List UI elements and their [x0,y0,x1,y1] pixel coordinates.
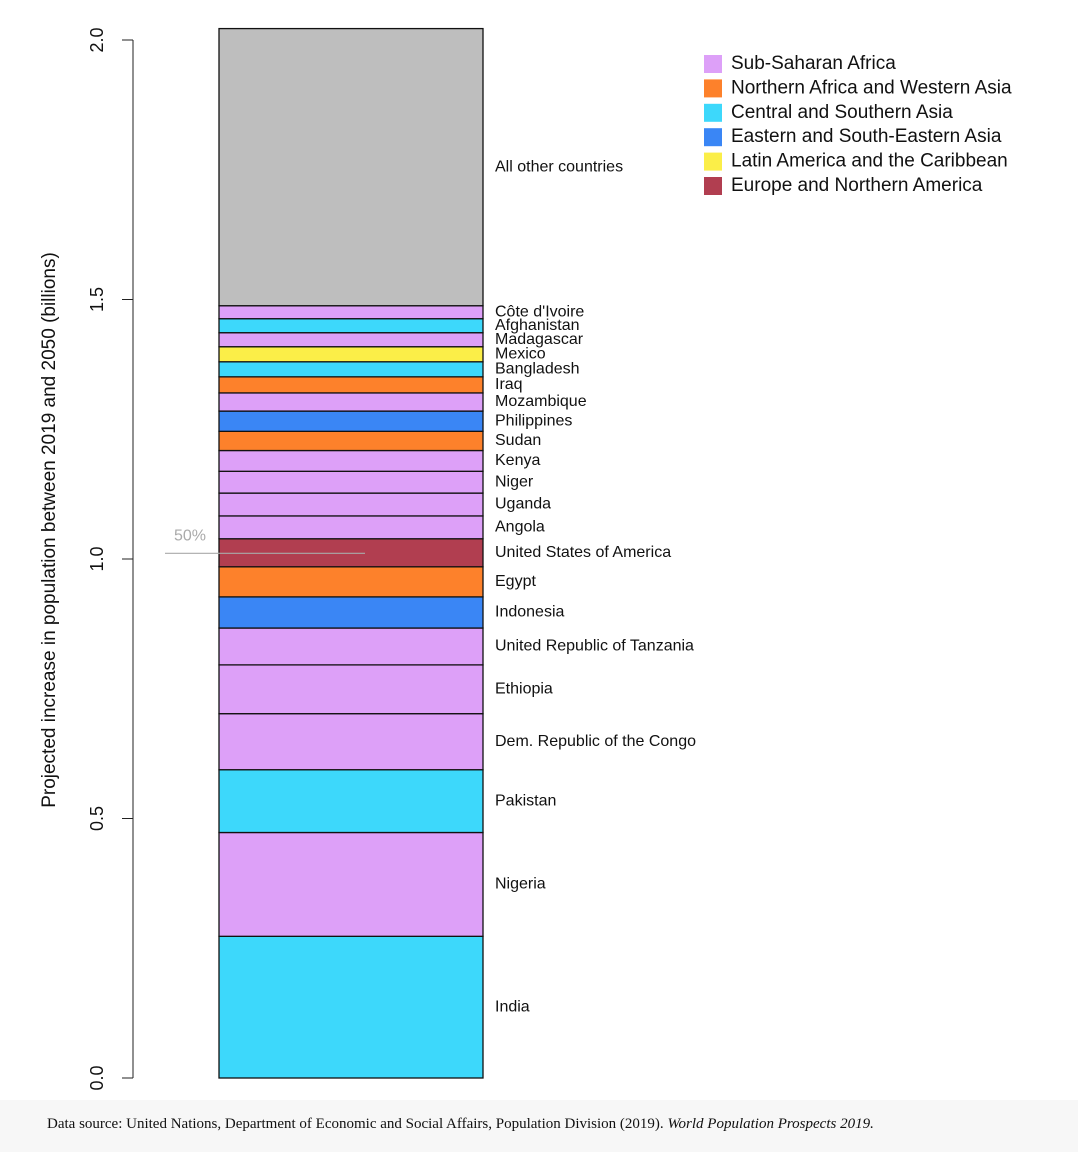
bar-segment [218,305,484,320]
bar-segment [218,935,484,1079]
legend-label: Sub-Saharan Africa [731,53,896,74]
y-tick-label: 0.0 [87,1065,107,1090]
segment-label: Nigeria [495,876,546,893]
bar-segment [218,361,484,378]
segment-label: Uganda [495,496,551,513]
reference-label: 50% [174,528,206,545]
bar-segment [218,664,484,715]
y-tick-label: 1.5 [87,287,107,312]
bar-segment [218,470,484,494]
source: Data source: United Nations, Department … [47,1116,874,1132]
legend-swatch [704,177,722,195]
bar-segment [218,627,484,666]
y-tick-label: 1.0 [87,546,107,571]
legend-swatch [704,79,722,98]
legend-swatch [704,103,722,122]
legend-swatch [704,55,722,73]
bar-segment [218,449,484,472]
segment-label: Philippines [495,412,572,429]
segment-label: All other countries [495,158,623,175]
bar-segment [218,492,484,517]
segment-label: United States of America [495,544,671,561]
bar-segment [218,769,484,834]
y-tick-label: 2.0 [87,27,107,52]
segment-label: Dem. Republic of the Congo [495,733,696,750]
segment-label: Iraq [495,376,523,393]
bar-segment [218,566,484,598]
bar-segment [218,332,484,348]
y-axis-label: Projected increase in population between… [39,252,60,808]
legend-label: Central and Southern Asia [731,102,953,123]
bar-segment [218,430,484,452]
segment-label: Mexico [495,345,546,362]
segment-label: United Republic of Tanzania [495,638,694,655]
legend-label: Latin America and the Caribbean [731,151,1008,172]
legend-swatch [704,152,722,171]
source-title: World Population Prospects 2019. [667,1116,873,1132]
legend-label: Eastern and South-Eastern Asia [731,126,1002,147]
bar-segment [218,831,484,937]
source-text: Data source: United Nations, Department … [47,1116,664,1132]
segment-label: Indonesia [495,604,564,621]
segment-label: Côte d'Ivoire [495,303,584,320]
legend-label: Europe and Northern America [731,175,983,196]
bar-segment [218,376,484,394]
bar-segment [218,346,484,363]
segment-label: Afghanistan [495,317,580,334]
bar-segment [218,318,484,334]
bar-segment [218,392,484,412]
bar-segment [218,596,484,629]
bar-segment [218,713,484,771]
segment-label: Ethiopia [495,680,553,697]
legend-label: Northern Africa and Western Asia [731,77,1012,98]
bar-segment [218,27,484,307]
footer-band [0,1100,1078,1152]
segment-label: Madagascar [495,331,584,348]
segment-label: India [495,998,530,1015]
legend-swatch [704,128,722,147]
segment-label: Niger [495,473,534,490]
segment-label: Bangladesh [495,361,580,378]
segment-label: Sudan [495,432,541,449]
segment-label: Angola [495,519,545,536]
segment-label: Mozambique [495,393,587,410]
segment-label: Kenya [495,452,540,469]
y-tick-label: 0.5 [87,806,107,831]
segment-label: Egypt [495,573,536,590]
bar-segment [218,410,484,432]
segment-label: Pakistan [495,792,556,809]
bar-segment [218,515,484,540]
